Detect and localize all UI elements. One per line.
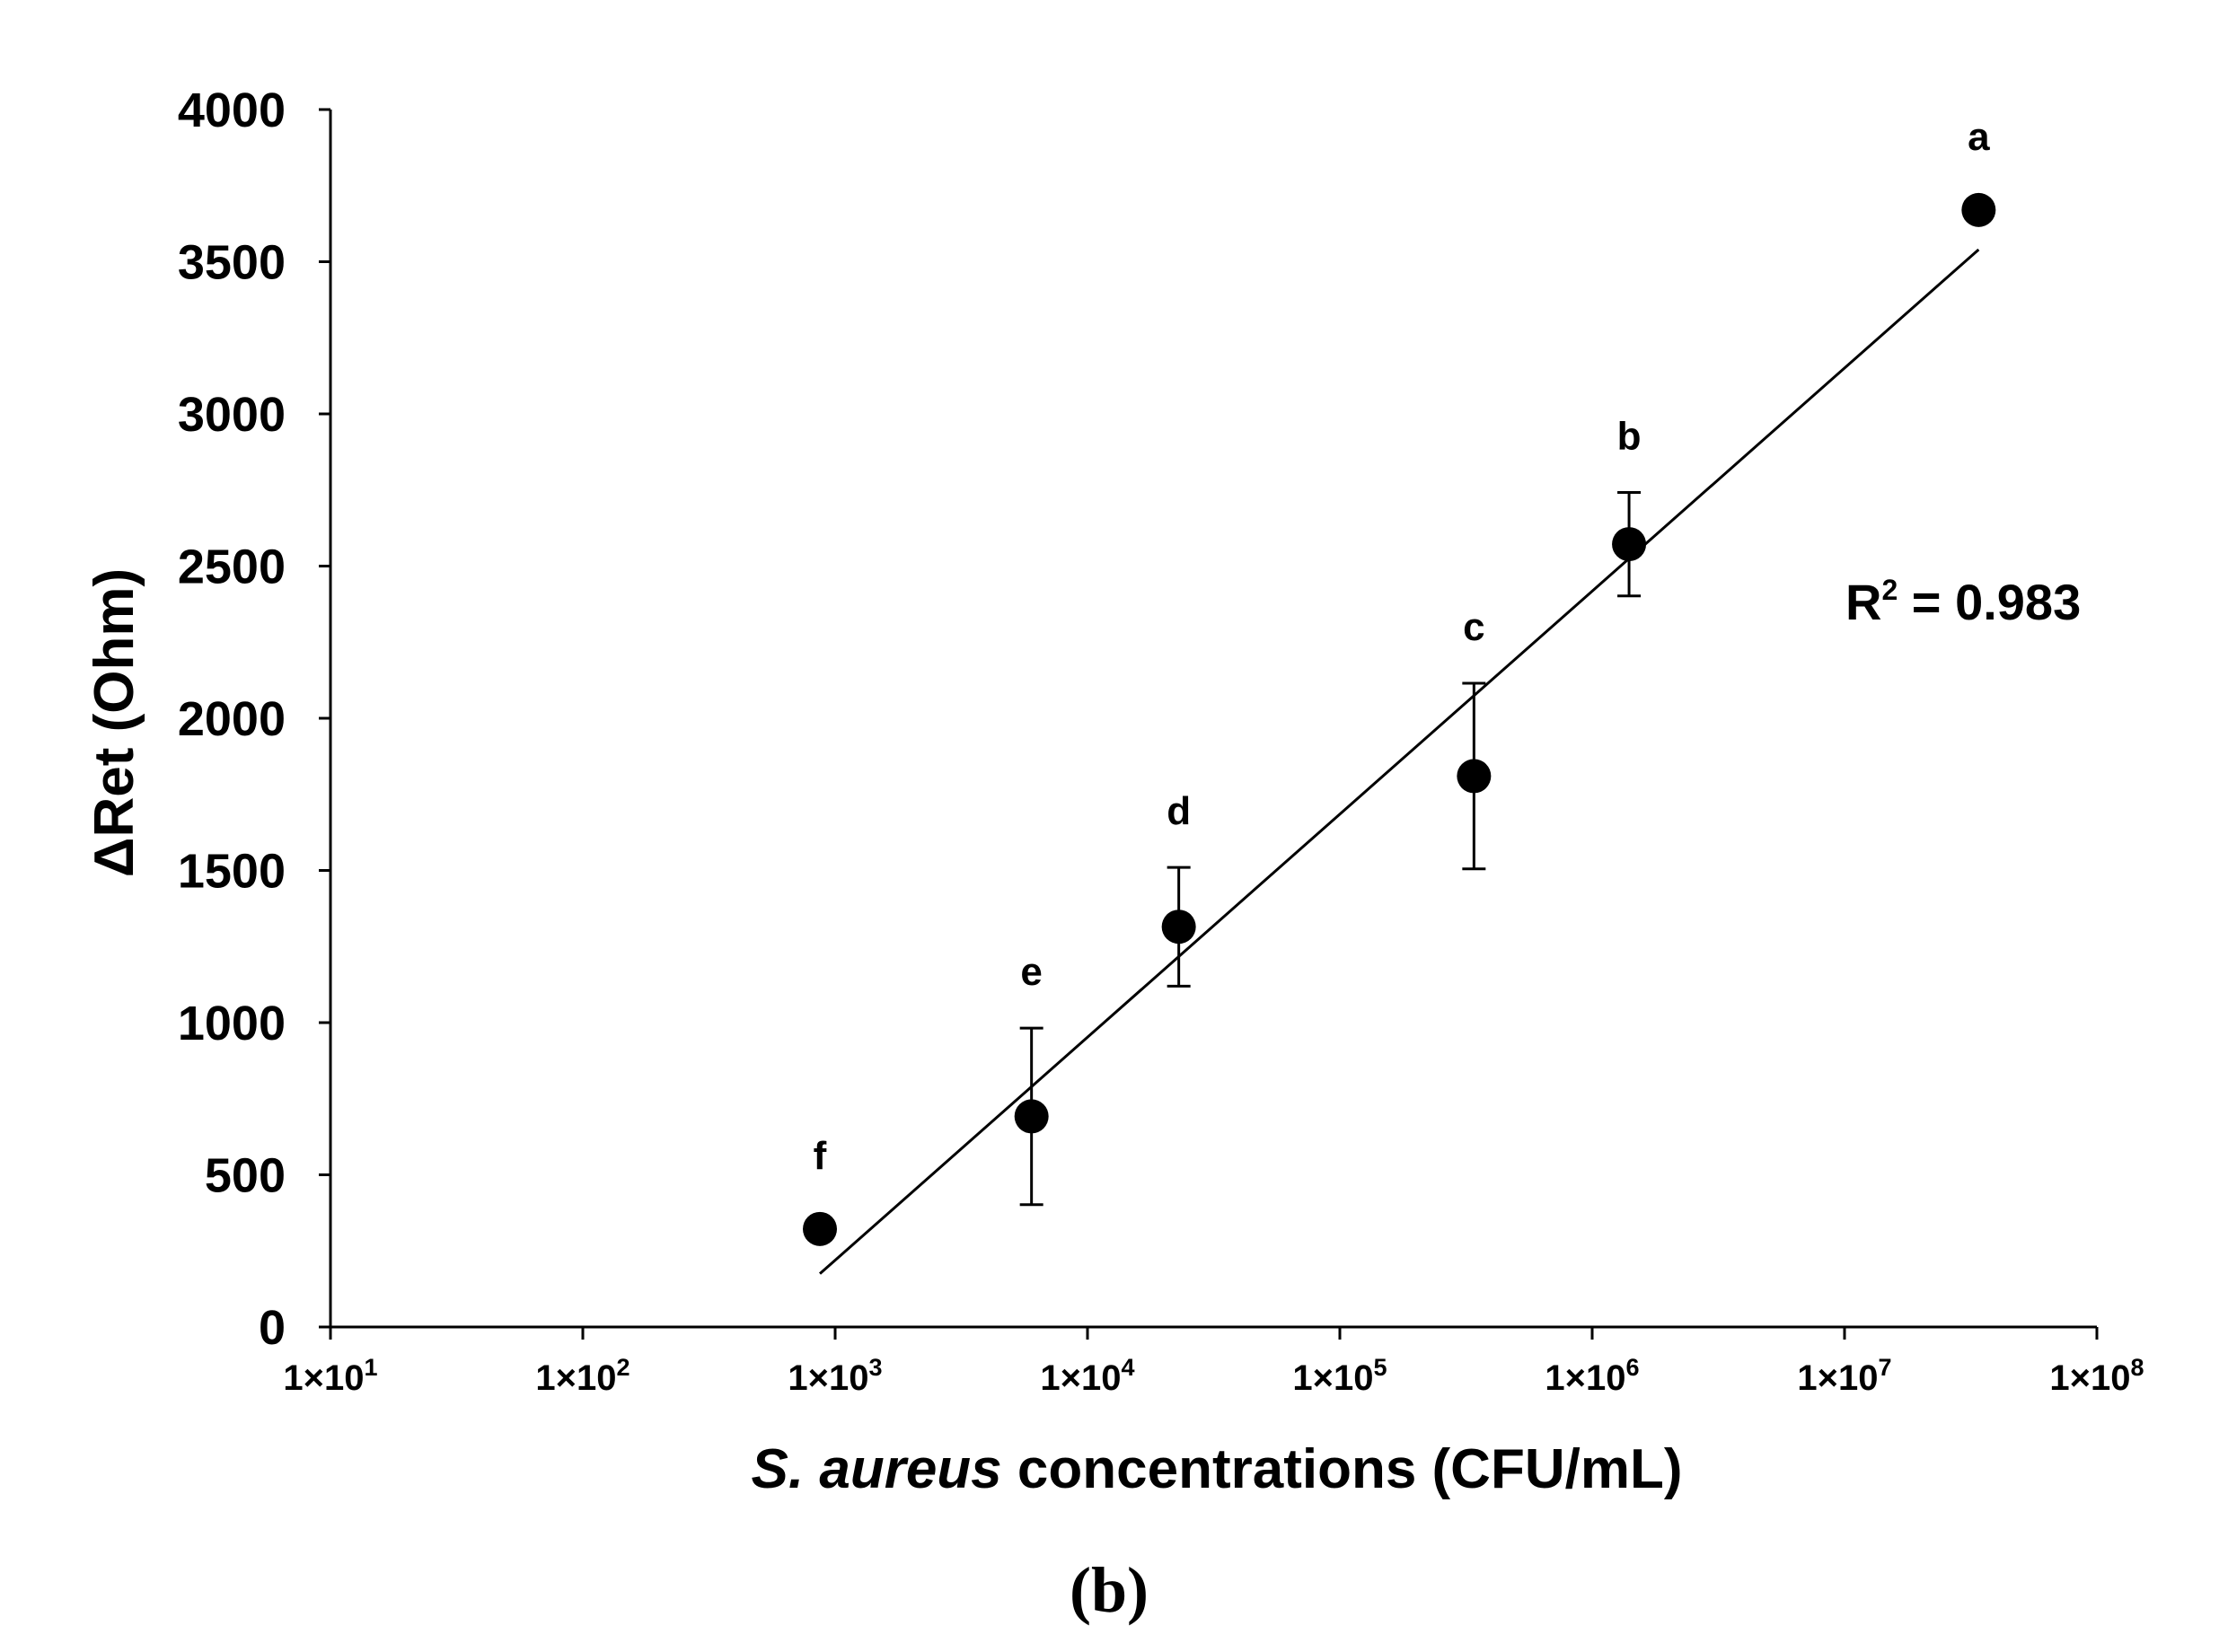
- x-tick-label: 1×106: [1545, 1354, 1639, 1398]
- y-axis-title: ΔRet (Ohm): [84, 568, 145, 877]
- data-point-d: [1161, 909, 1196, 945]
- r-squared-annotation: R2 = 0.983: [1845, 574, 2081, 630]
- point-label-c: c: [1463, 605, 1484, 649]
- trendline: [819, 248, 1980, 1275]
- y-tick-label: 3000: [178, 388, 286, 442]
- y-tick-label: 1000: [178, 997, 286, 1050]
- data-point-f: [803, 1211, 838, 1246]
- error-bars: [1019, 490, 1642, 1207]
- data-points: [803, 192, 1996, 1246]
- data-point-c: [1457, 759, 1492, 794]
- y-tick-label: 4000: [178, 83, 286, 137]
- panel-label: (b): [1070, 1554, 1149, 1626]
- data-point-b: [1612, 527, 1647, 562]
- x-tick-label: 1×102: [535, 1354, 630, 1398]
- point-label-a: a: [1968, 115, 1990, 159]
- x-tick-label: 1×101: [283, 1354, 377, 1398]
- point-label-d: d: [1167, 789, 1191, 833]
- x-tick-label: 1×104: [1040, 1354, 1134, 1398]
- axes: [319, 108, 2099, 1340]
- x-tick-label: 1×105: [1292, 1354, 1387, 1398]
- point-labels: f e d c b a: [814, 115, 1990, 1178]
- y-tick-label: 2500: [178, 540, 286, 594]
- y-tick-label: 0: [259, 1301, 286, 1355]
- point-label-b: b: [1617, 414, 1642, 458]
- x-axis-title: S. aureus concentrations (CFU/mL): [752, 1438, 1683, 1500]
- x-tick-labels: 1×101 1×102 1×103 1×104 1×105 1×106 1×107 1×108: [283, 1354, 2144, 1398]
- x-tick-label: 1×103: [788, 1354, 882, 1398]
- y-tick-labels: 0 500 1000 1500 2000 2500 3000 3500 4000: [178, 83, 286, 1355]
- y-tick-label: 3500: [178, 236, 286, 290]
- point-label-e: e: [1020, 950, 1042, 994]
- y-tick-label: 2000: [178, 692, 286, 746]
- data-point-a: [1961, 192, 1996, 227]
- y-tick-label: 500: [205, 1149, 286, 1203]
- x-tick-label: 1×108: [2049, 1354, 2144, 1398]
- x-tick-label: 1×107: [1797, 1354, 1891, 1398]
- data-point-e: [1014, 1099, 1049, 1134]
- y-tick-label: 1500: [178, 845, 286, 899]
- point-label-f: f: [814, 1134, 827, 1178]
